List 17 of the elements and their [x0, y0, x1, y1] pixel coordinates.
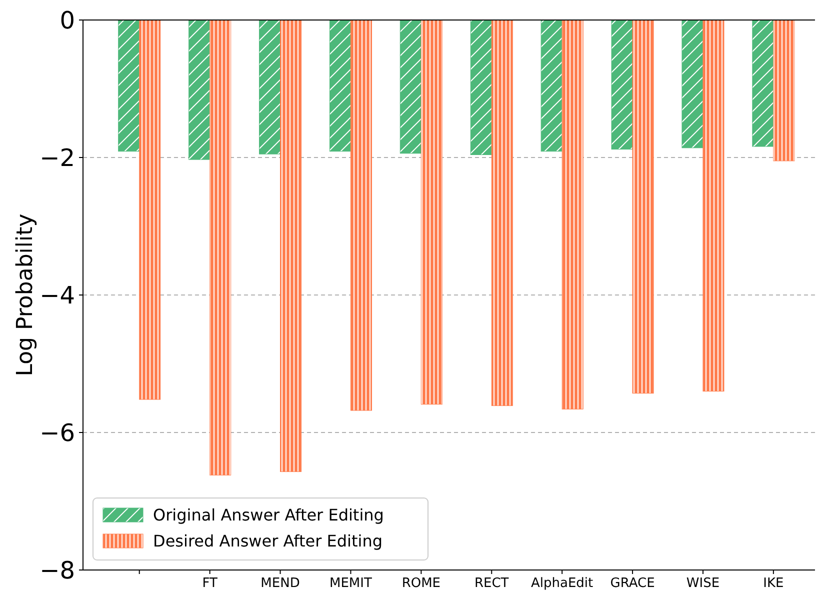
y-tick-label: 0: [60, 6, 75, 34]
x-tick-label: FT: [202, 576, 218, 591]
x-tick-label: IKE: [763, 576, 784, 591]
x-tick-label: RECT: [474, 576, 509, 591]
x-tick-label: AlphaEdit: [531, 576, 594, 591]
x-tick-label: GRACE: [610, 576, 655, 591]
y-axis-title: Log Probability: [13, 214, 38, 376]
y-tick-label: −4: [40, 281, 75, 310]
y-tick-label: −8: [40, 556, 75, 584]
x-tick-label: ROME: [402, 576, 441, 591]
x-tick-label: WISE: [686, 576, 720, 591]
y-tick-label: −2: [40, 144, 75, 172]
legend-label: Desired Answer After Editing: [153, 532, 383, 551]
x-tick-label: MEMIT: [330, 576, 372, 591]
x-tick-label: MEND: [260, 576, 300, 591]
y-tick-label: −6: [40, 418, 75, 447]
legend-label: Original Answer After Editing: [153, 506, 384, 525]
